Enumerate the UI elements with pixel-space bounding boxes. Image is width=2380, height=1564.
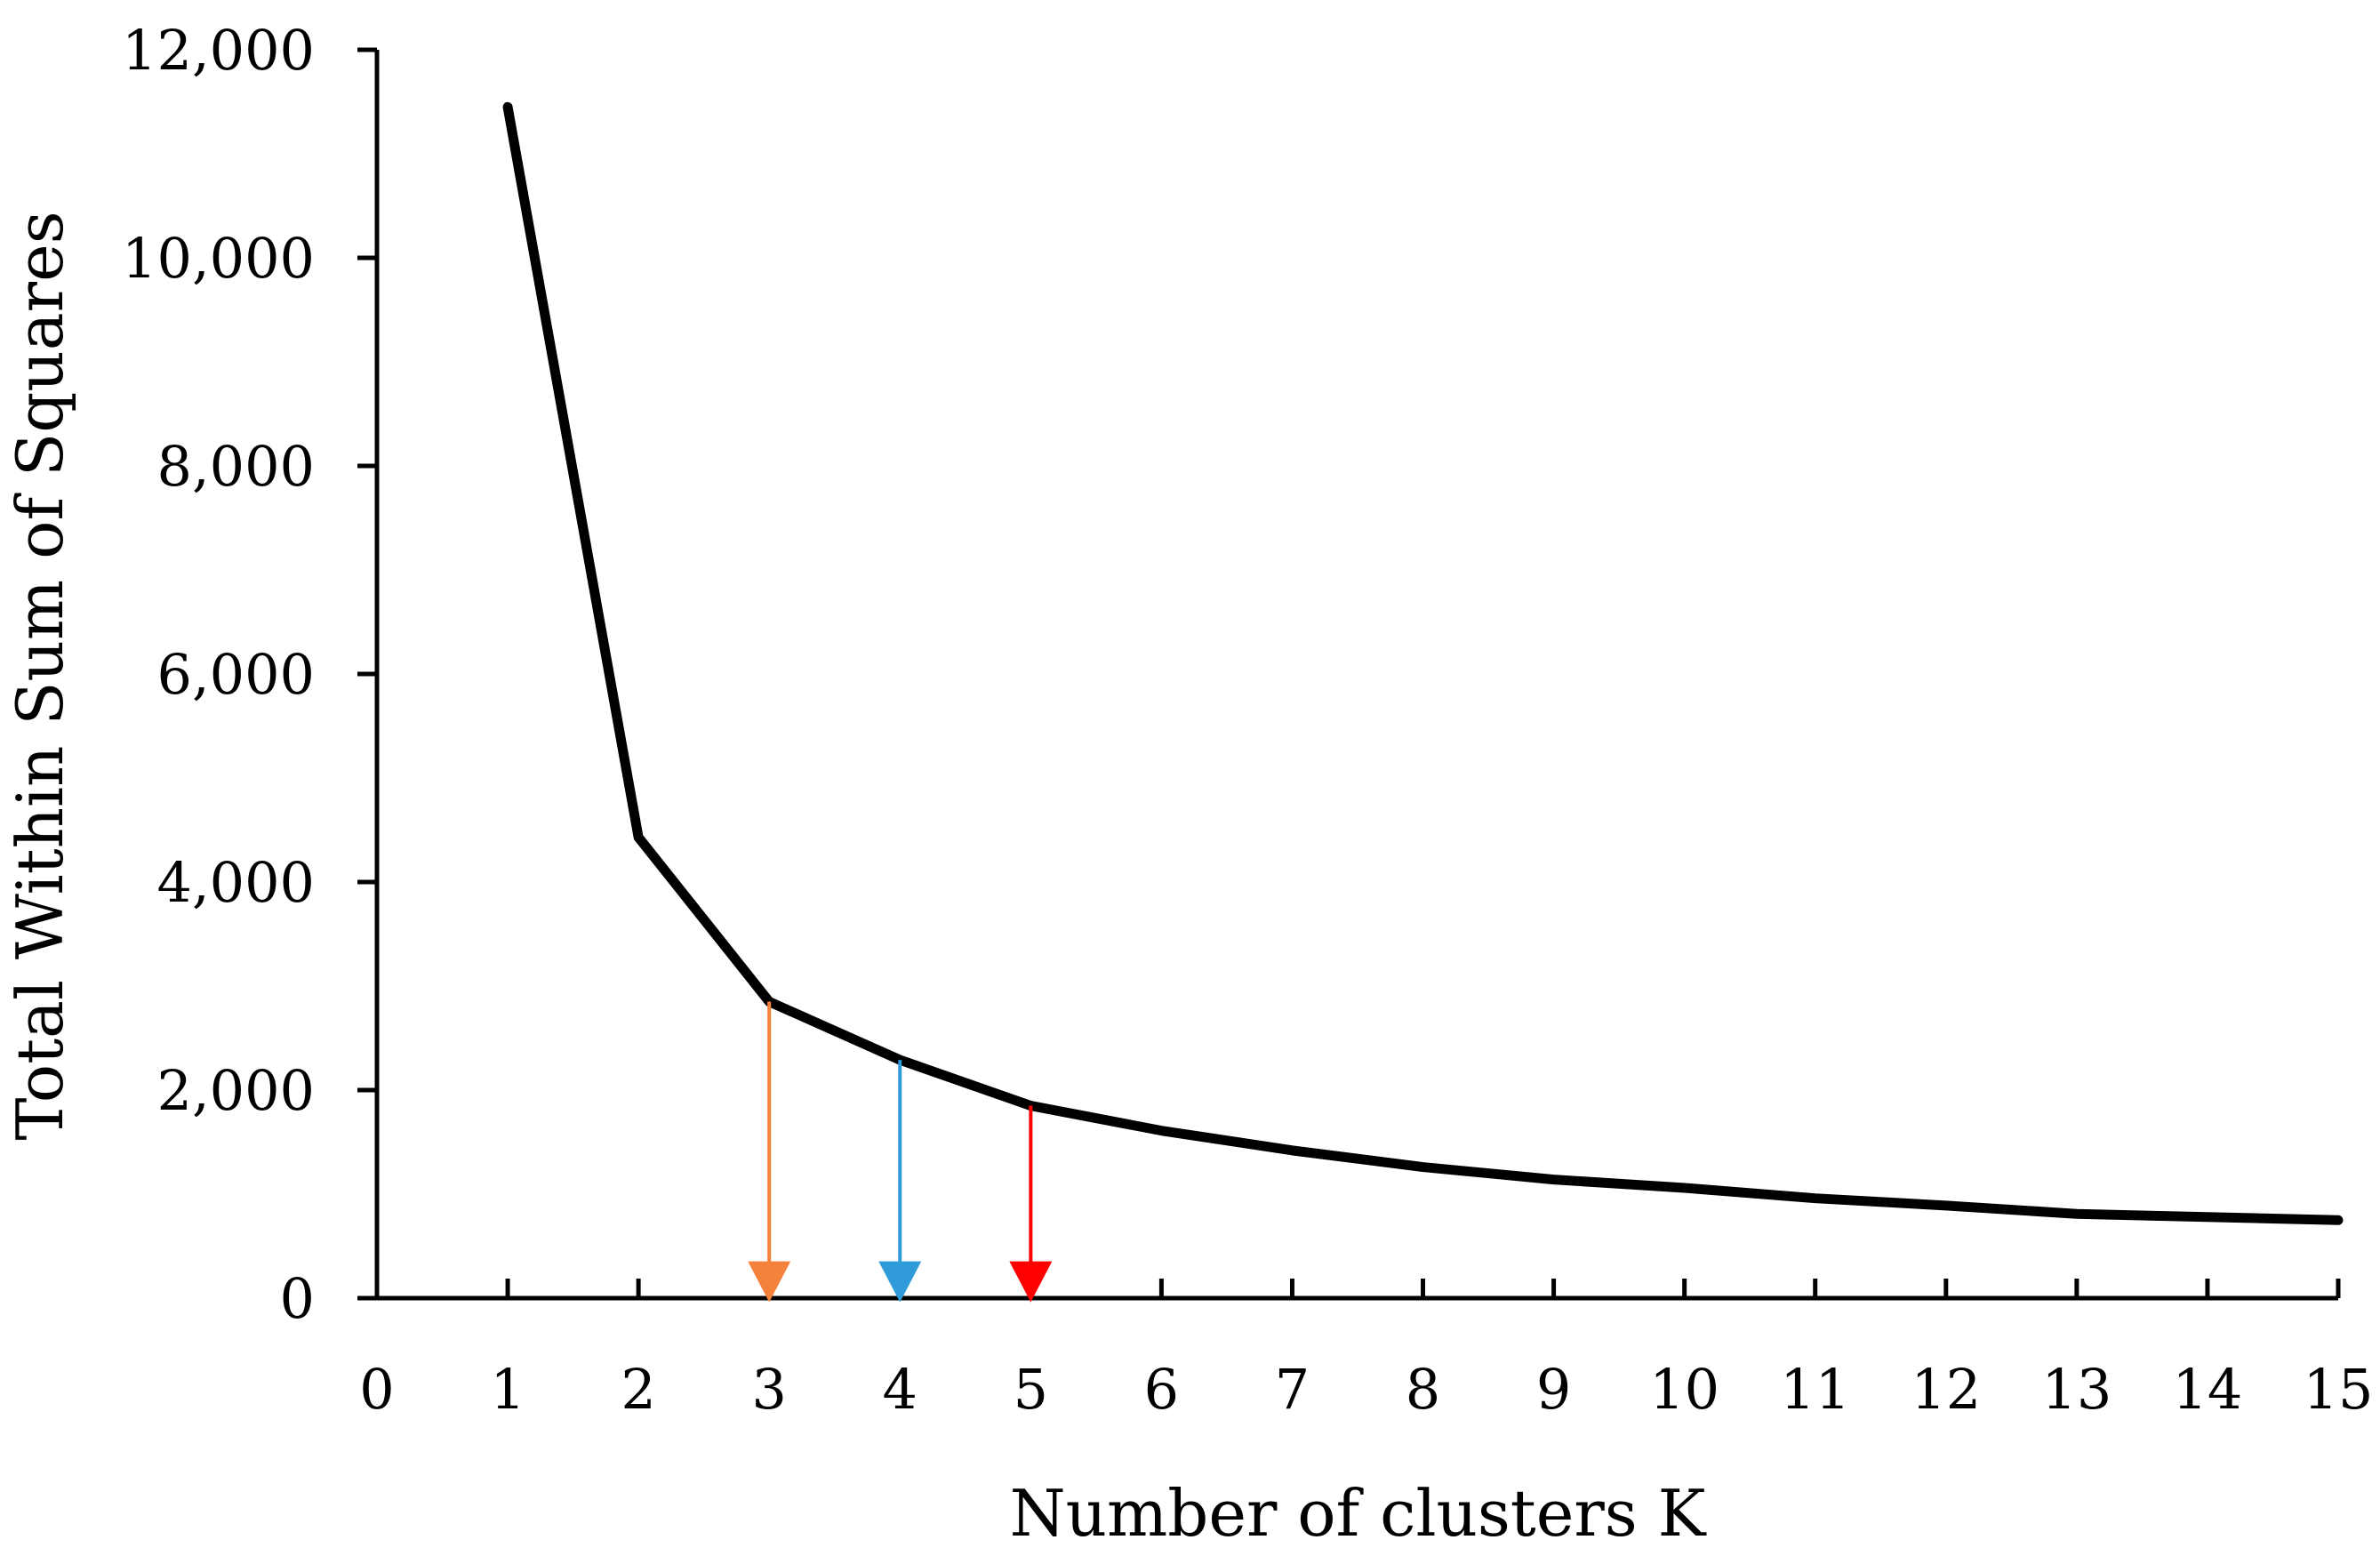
x-axis-title: Number of clusters K <box>1010 1476 1707 1551</box>
y-axis-title: Total Within Sum of Squares <box>3 211 77 1140</box>
x-tick-label: 12 <box>1911 1357 1981 1422</box>
series-line <box>502 101 2344 1225</box>
x-tick-label: 13 <box>2041 1357 2112 1422</box>
x-tick-label: 2 <box>621 1357 655 1422</box>
x-tick-label: 11 <box>1780 1357 1850 1422</box>
annotation-layer <box>748 1001 1053 1303</box>
y-tick-label: 2,000 <box>157 1058 316 1123</box>
x-tick-label: 0 <box>359 1357 394 1422</box>
x-tick-label: 8 <box>1406 1357 1440 1422</box>
y-tick-label: 10,000 <box>122 226 315 291</box>
x-tick-label: 6 <box>1144 1357 1179 1422</box>
x-tick-label: 14 <box>2172 1357 2242 1422</box>
series-layer <box>502 101 2344 1225</box>
x-tick-label: 4 <box>883 1357 918 1422</box>
y-tick-label: 6,000 <box>157 642 316 707</box>
arrow-annotation <box>1009 1105 1053 1303</box>
y-tick-label: 4,000 <box>157 850 316 915</box>
x-tick-label: 7 <box>1275 1357 1310 1422</box>
arrow-annotation <box>748 1001 791 1303</box>
y-tick-label: 0 <box>280 1266 315 1331</box>
y-tick-label: 12,000 <box>122 18 315 83</box>
x-tick-label: 1 <box>490 1357 525 1422</box>
x-tick-label: 9 <box>1536 1357 1571 1422</box>
y-tick-labels: 0 2,000 4,000 6,000 8,000 10,000 12,000 <box>122 18 315 1331</box>
x-tick-label: 5 <box>1014 1357 1048 1422</box>
arrow-head <box>878 1261 922 1303</box>
y-tick-label: 8,000 <box>157 434 316 499</box>
arrow-head <box>1009 1261 1053 1303</box>
x-tick-label: 3 <box>751 1357 786 1422</box>
x-tick-label: 10 <box>1649 1357 1719 1422</box>
axes <box>357 47 2341 1301</box>
arrow-annotation <box>878 1060 922 1303</box>
arrow-head <box>748 1261 791 1303</box>
x-tick-labels: 0 1 2 3 4 5 6 7 8 9 10 11 12 13 14 15 <box>359 1357 2373 1422</box>
x-tick-label: 15 <box>2304 1357 2374 1422</box>
